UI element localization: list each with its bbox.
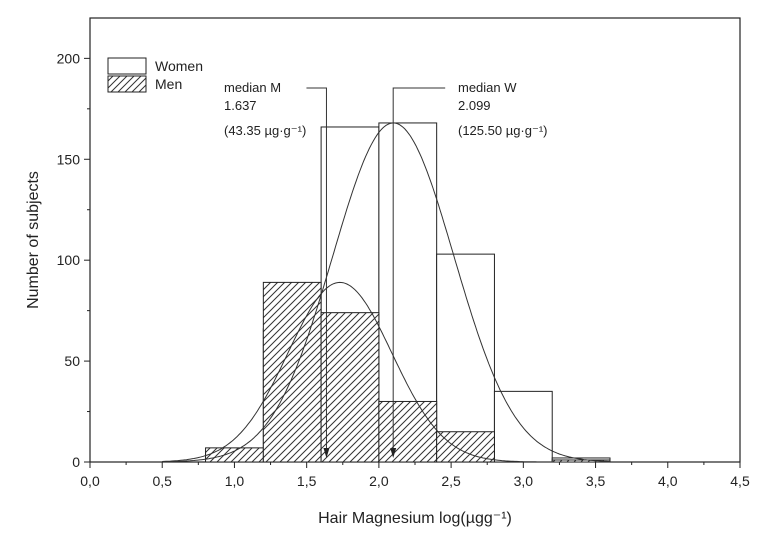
x-tick-label: 4,0 bbox=[658, 473, 678, 489]
x-tick-label: 4,5 bbox=[730, 473, 750, 489]
legend: Women Men bbox=[107, 57, 203, 93]
median-m-label: median M bbox=[224, 80, 281, 95]
bar-women bbox=[436, 253, 495, 463]
median-m-leader bbox=[306, 87, 327, 450]
x-tick-label: 1,0 bbox=[225, 473, 245, 489]
bar-men bbox=[262, 281, 322, 463]
x-tick-label: 0,0 bbox=[80, 473, 100, 489]
fit-curve-women bbox=[162, 122, 610, 463]
median-w-leader bbox=[392, 87, 446, 450]
x-tick-label: 3,5 bbox=[586, 473, 606, 489]
median-w-label: median W bbox=[458, 80, 517, 95]
legend-swatch-men bbox=[107, 75, 147, 93]
x-axis-title: Hair Magnesium log(µgg⁻¹) bbox=[318, 510, 512, 527]
median-m-ug: (43.35 µg·g⁻¹) bbox=[224, 123, 306, 138]
x-tick-label: 1,5 bbox=[297, 473, 317, 489]
x-tick-label: 0,5 bbox=[152, 473, 172, 489]
median-m-arrowhead bbox=[323, 448, 330, 458]
y-tick-label: 100 bbox=[57, 252, 81, 268]
x-tick-label: 2,5 bbox=[441, 473, 461, 489]
y-tick-label: 150 bbox=[57, 151, 81, 167]
bar-men bbox=[205, 447, 264, 463]
bar-women bbox=[493, 390, 553, 463]
bar-men bbox=[320, 312, 380, 463]
legend-swatch-women bbox=[107, 57, 147, 75]
x-tick-label: 3,0 bbox=[514, 473, 534, 489]
bar-men bbox=[436, 431, 495, 463]
y-tick-label: 200 bbox=[57, 50, 81, 66]
median-w-value: 2.099 bbox=[458, 98, 491, 113]
median-w-arrowhead bbox=[390, 448, 397, 458]
y-tick-label: 50 bbox=[64, 353, 80, 369]
legend-label-men: Men bbox=[155, 76, 182, 92]
median-m-value: 1.637 bbox=[224, 98, 257, 113]
x-tick-label: 2,0 bbox=[369, 473, 389, 489]
y-tick-label: 0 bbox=[72, 454, 80, 470]
fit-curve-men bbox=[162, 281, 610, 463]
legend-label-women: Women bbox=[155, 58, 203, 74]
y-axis-title: Number of subjects bbox=[25, 171, 42, 309]
bar-men bbox=[378, 400, 438, 463]
median-w-ug: (125.50 µg·g⁻¹) bbox=[458, 123, 548, 138]
